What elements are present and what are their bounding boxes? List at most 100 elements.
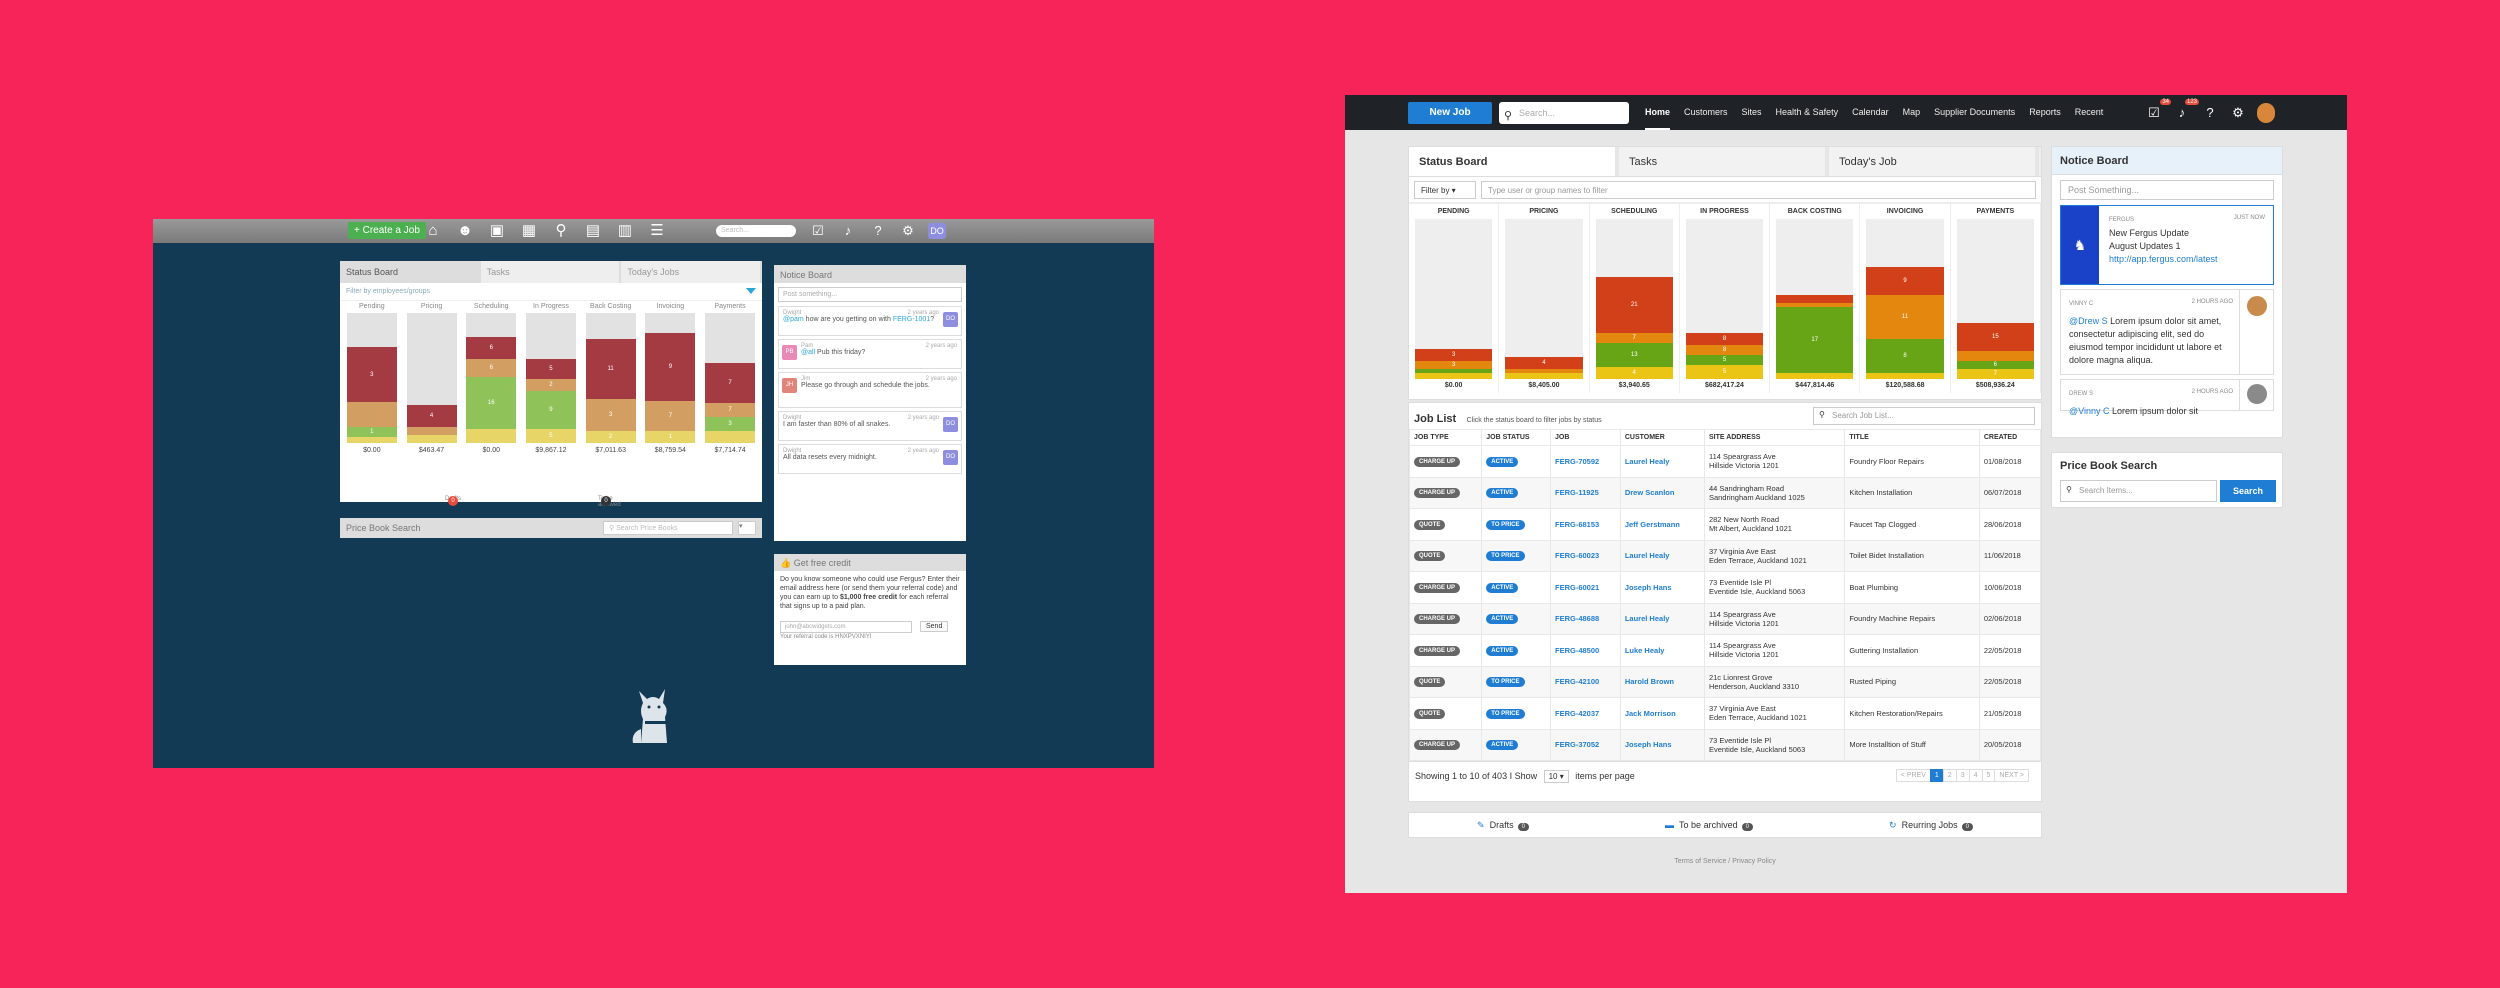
customer-link[interactable]: Laurel Healy [1624, 614, 1670, 624]
create-job-button[interactable]: + Create a Job [348, 222, 426, 239]
per-page-select[interactable]: 10 ▾ [1543, 770, 1569, 783]
filter-by-dropdown[interactable]: Filter by ▾ [1414, 181, 1476, 199]
customer-link[interactable]: Joseph Hans [1624, 740, 1672, 750]
price-book-search-input[interactable]: ⚲ Search Price Books [603, 521, 733, 535]
gear-icon[interactable]: ⚙ [2232, 104, 2244, 120]
bar-segment[interactable]: 13 [1595, 343, 1673, 367]
tab-todays-jobs[interactable]: Today's Jobs [621, 261, 763, 283]
job-link[interactable]: FERG-68153 [1554, 519, 1600, 529]
bar-segment[interactable] [406, 435, 457, 443]
bar-segment[interactable]: 17 [1776, 307, 1854, 373]
table-row[interactable]: CHARGE UP ACTIVE FERG-60021 Joseph Hans 73 E… [1408, 571, 2042, 604]
job-link[interactable]: FERG-48500 [1554, 645, 1600, 655]
old-search-input[interactable]: Search... [716, 225, 796, 237]
table-header[interactable]: SITE ADDRESS [1703, 429, 1846, 446]
job-link[interactable]: FERG-70592 [1554, 456, 1600, 466]
nav-map[interactable]: Map [1902, 107, 1921, 117]
table-row[interactable]: QUOTE TO PRICE FERG-60023 Laurel Healy 37 Vi… [1408, 539, 2042, 572]
avatar[interactable]: DO [928, 223, 946, 239]
table-row[interactable]: CHARGE UP ACTIVE FERG-48500 Luke Healy 114 S… [1408, 634, 2042, 667]
filter-input[interactable]: Type user or group names to filter [1481, 181, 2036, 199]
bar-segment[interactable] [1776, 303, 1854, 307]
bar-segment[interactable] [705, 431, 756, 443]
page-button[interactable]: 3 [1955, 769, 1970, 782]
job-link[interactable]: FERG-48688 [1554, 614, 1600, 624]
nav-calendar[interactable]: Calendar [1852, 107, 1889, 117]
bar-segment[interactable] [1505, 373, 1583, 379]
status-column[interactable]: Invoicing 9 7 1 $8,759.54 [645, 301, 696, 454]
bar-segment[interactable]: 9 [645, 333, 696, 401]
table-row[interactable]: CHARGE UP ACTIVE FERG-37052 Joseph Hans 73 E… [1408, 728, 2042, 761]
bar-segment[interactable]: 11 [1866, 295, 1944, 339]
status-bar[interactable]: 21 7 13 4 [1595, 219, 1673, 379]
page-button[interactable]: 4 [1968, 769, 1983, 782]
nav-home[interactable]: Home [1645, 95, 1671, 130]
tab-status-board[interactable]: Status Board [340, 261, 481, 283]
briefcase-icon[interactable]: ▣ [489, 222, 505, 239]
status-column[interactable]: SCHEDULING 21 7 13 4 $3,940.65 [1590, 204, 1680, 393]
bar-segment[interactable]: 4 [1505, 357, 1583, 369]
bar-segment[interactable] [466, 429, 517, 443]
nav-health-safety[interactable]: Health & Safety [1775, 107, 1839, 117]
status-column[interactable]: PRICING 4 $8,405.00 [1499, 204, 1590, 393]
price-book-menu-button[interactable]: ▾ [738, 521, 756, 535]
users-icon[interactable]: ☻ [457, 222, 473, 239]
bar-segment[interactable]: 6 [466, 359, 517, 377]
status-bar[interactable]: 4 [1505, 219, 1583, 379]
status-column[interactable]: Pricing 4 $463.47 [406, 301, 457, 454]
status-bar[interactable]: 15 6 7 [1956, 219, 2034, 379]
bar-segment[interactable]: 5 [525, 359, 576, 379]
table-header[interactable]: JOB STATUS [1481, 429, 1551, 446]
page-button[interactable]: 2 [1942, 769, 1957, 782]
post-something-input[interactable]: Post Something... [2060, 180, 2274, 200]
table-row[interactable]: QUOTE TO PRICE FERG-68153 Jeff Gerstmann 282… [1408, 508, 2042, 541]
bar-segment[interactable] [1415, 369, 1493, 373]
bar-segment[interactable]: 3 [1415, 349, 1493, 361]
tab-tasks[interactable]: Tasks [481, 261, 622, 283]
customer-link[interactable]: Drew Scanlon [1624, 488, 1675, 498]
price-book-search-button[interactable]: Search [2220, 480, 2276, 502]
bar-segment[interactable]: 5 [1685, 365, 1764, 379]
post-something-input[interactable]: Post something... [778, 287, 962, 302]
home-icon[interactable]: ⌂ [428, 222, 438, 239]
tab-todays-job[interactable]: Today's Job [1829, 147, 2039, 176]
bar-segment[interactable]: 15 [1956, 323, 2034, 351]
avatar[interactable] [2257, 102, 2275, 123]
nav-reports[interactable]: Reports [2029, 107, 2061, 117]
nav-customers[interactable]: Customers [1684, 107, 1728, 117]
job-link[interactable]: FERG-11925 [1554, 488, 1599, 498]
bar-segment[interactable]: 1 [346, 427, 397, 437]
customer-link[interactable]: Laurel Healy [1624, 456, 1670, 466]
bar-segment[interactable]: 9 [1866, 267, 1944, 295]
status-column[interactable]: PENDING 3 3 $0.00 [1409, 204, 1500, 393]
table-header[interactable]: CREATED [1978, 429, 2042, 446]
list-icon[interactable]: ☰ [650, 222, 664, 239]
gear-icon[interactable]: ⚙ [902, 223, 914, 238]
tab-tasks[interactable]: Tasks [1619, 147, 1829, 176]
status-bar[interactable]: 17 [1776, 219, 1854, 379]
bar-segment[interactable] [346, 437, 397, 443]
job-link[interactable]: FERG-37052 [1554, 740, 1600, 750]
bar-segment[interactable]: 8 [1866, 339, 1944, 373]
bar-segment[interactable]: 3 [585, 399, 636, 431]
document-icon[interactable]: ▤ [585, 222, 601, 239]
referral-email-input[interactable]: john@abcwidgets.com [780, 621, 912, 633]
price-book-search-input[interactable]: ⚲ Search Items... [2060, 480, 2217, 502]
table-header[interactable]: JOB [1549, 429, 1621, 446]
bar-segment[interactable]: 7 [1956, 369, 2034, 379]
help-icon[interactable]: ? [2206, 105, 2214, 120]
status-bar[interactable]: 4 [406, 313, 457, 443]
customer-link[interactable]: Joseph Hans [1624, 582, 1672, 592]
page-button[interactable]: 1 [1929, 769, 1944, 782]
table-header[interactable]: CUSTOMER [1619, 429, 1705, 446]
send-button[interactable]: Send [920, 621, 949, 632]
filter-input[interactable]: Filter by employees/groups [340, 283, 762, 301]
customer-link[interactable]: Luke Healy [1624, 645, 1665, 655]
job-link[interactable]: FERG-60021 [1554, 582, 1600, 592]
status-column[interactable]: INVOICING 9 11 8 $120,588.68 [1860, 204, 1951, 393]
bar-segment[interactable]: 5 [525, 429, 576, 443]
bar-segment[interactable]: 7 [1595, 333, 1673, 343]
bar-segment[interactable]: 4 [1595, 367, 1673, 379]
bar-chart-icon[interactable]: ▥ [617, 222, 633, 239]
